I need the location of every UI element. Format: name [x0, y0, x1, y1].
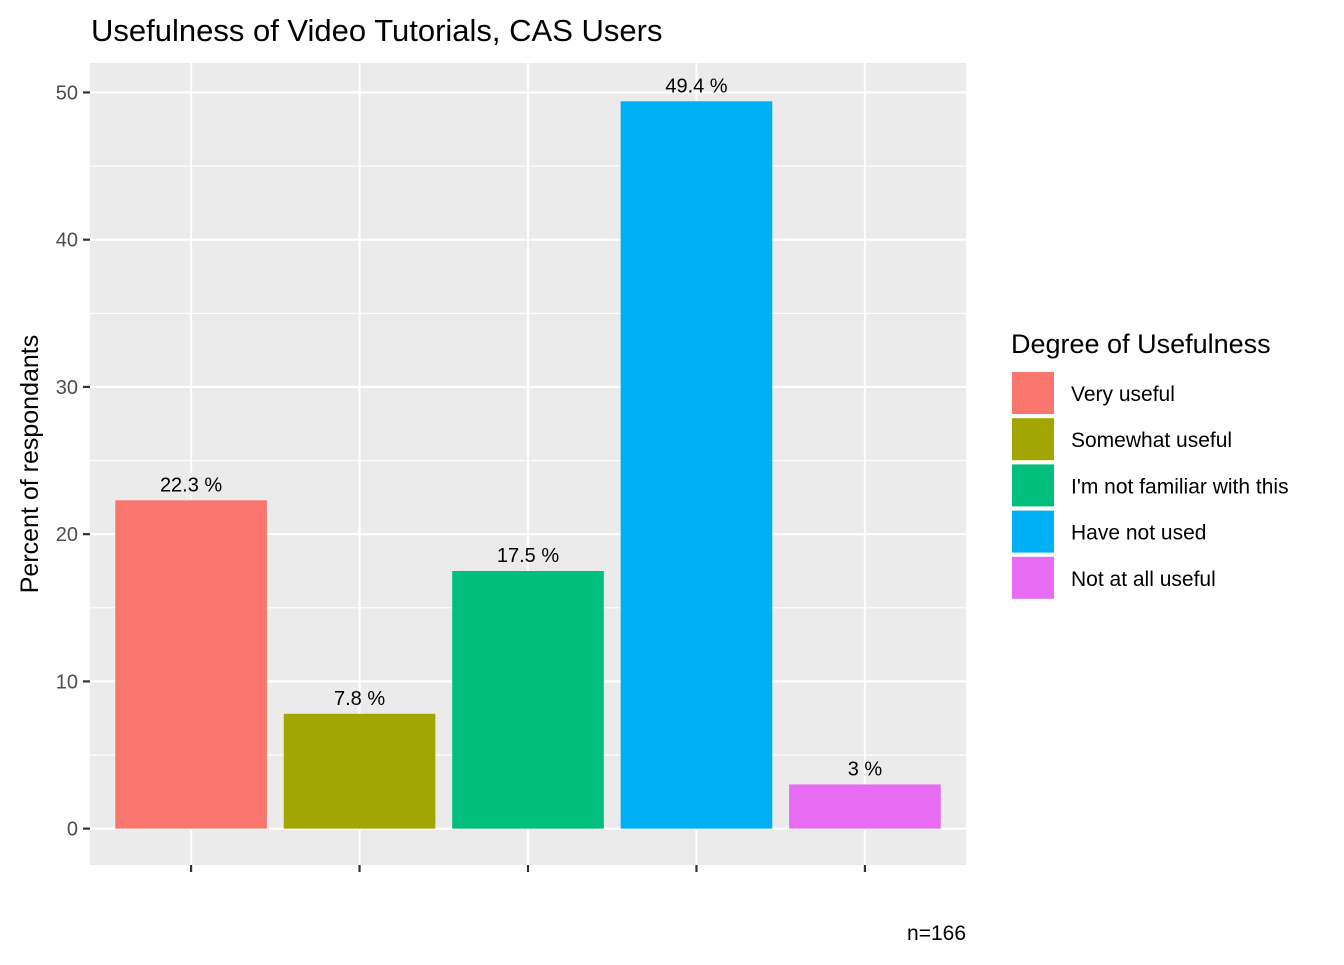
y-tick-label: 0: [67, 819, 78, 841]
legend-key-2: [1010, 416, 1056, 463]
legend-title: Degree of Usefulness: [1011, 329, 1271, 359]
legend-key-1: [1010, 370, 1056, 416]
y-tick-label: 50: [56, 82, 78, 104]
legend-label-1: Very useful: [1071, 383, 1175, 406]
bar-1: [115, 500, 267, 829]
legend: Degree of Usefulness Very useful Somewhat…: [1010, 329, 1289, 601]
bar-4: [620, 101, 773, 829]
data-label-3: 17.5 %: [497, 545, 559, 567]
bar-2: [283, 713, 436, 829]
bars: [115, 101, 941, 829]
x-axis: [189, 865, 867, 872]
chart-title: Usefulness of Video Tutorials, CAS Users: [91, 13, 662, 48]
y-tick-label: 20: [56, 524, 78, 546]
data-label-4: 49.4 %: [665, 75, 727, 97]
bar-3: [452, 570, 604, 829]
y-axis: 0 10 20 30 40 50: [56, 82, 90, 841]
y-tick-label: 10: [56, 671, 78, 693]
legend-label-3: I'm not familiar with this: [1071, 475, 1289, 498]
legend-label-2: Somewhat useful: [1071, 429, 1232, 452]
legend-key-5: [1010, 554, 1056, 601]
data-labels: 22.3 % 7.8 % 17.5 % 49.4 % 3 %: [160, 75, 882, 780]
data-label-1: 22.3 %: [160, 474, 222, 496]
caption: n=166: [907, 922, 966, 945]
legend-label-5: Not at all useful: [1071, 568, 1216, 591]
y-axis-title: Percent of respondants: [16, 335, 44, 594]
legend-label-4: Have not used: [1071, 522, 1206, 545]
data-label-5: 3 %: [848, 758, 883, 780]
bar-5: [789, 784, 941, 829]
legend-key-4: [1010, 508, 1056, 555]
y-tick-label: 40: [56, 230, 78, 252]
y-tick-label: 30: [56, 377, 78, 399]
legend-key-3: [1010, 462, 1056, 509]
data-label-2: 7.8 %: [334, 688, 385, 710]
